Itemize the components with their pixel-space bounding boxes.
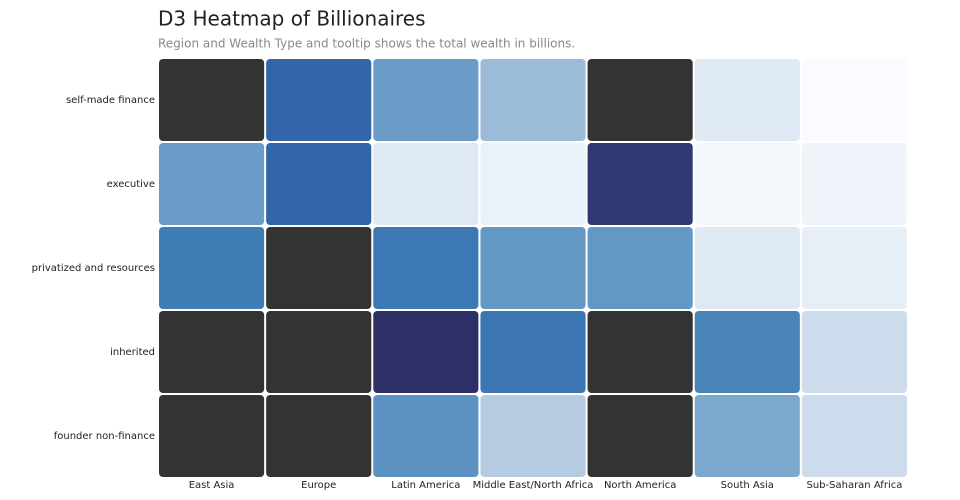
y-tick-label: inherited: [110, 347, 155, 358]
heatmap-cell[interactable]: [159, 143, 265, 225]
x-tick-label: Sub-Saharan Africa: [806, 480, 902, 491]
heatmap-cell[interactable]: [587, 395, 693, 477]
heatmap-cell[interactable]: [587, 311, 693, 393]
heatmap-cell[interactable]: [266, 143, 372, 225]
heatmap-cell[interactable]: [373, 311, 479, 393]
heatmap-cell[interactable]: [373, 395, 479, 477]
chart-subtitle: Region and Wealth Type and tooltip shows…: [158, 37, 575, 51]
heatmap-cell[interactable]: [159, 227, 265, 309]
heatmap-cell[interactable]: [587, 227, 693, 309]
heatmap-cell[interactable]: [587, 59, 693, 141]
heatmap-cell[interactable]: [801, 227, 907, 309]
heatmap-cell[interactable]: [266, 59, 372, 141]
heatmap-cell[interactable]: [587, 143, 693, 225]
y-tick-label: founder non-finance: [54, 431, 155, 442]
heatmap-cell[interactable]: [694, 311, 800, 393]
y-tick-label: privatized and resources: [32, 263, 155, 274]
heatmap-cell[interactable]: [694, 395, 800, 477]
heatmap-cell[interactable]: [373, 59, 479, 141]
heatmap-cell[interactable]: [159, 395, 265, 477]
y-tick-label: executive: [107, 179, 155, 190]
chart-title: D3 Heatmap of Billionaires: [158, 7, 426, 31]
y-tick-label: self-made finance: [66, 95, 155, 106]
heatmap-cell[interactable]: [159, 311, 265, 393]
x-tick-label: North America: [604, 480, 676, 491]
x-tick-label: Latin America: [391, 480, 460, 491]
x-tick-label: East Asia: [189, 480, 235, 491]
x-tick-label: Middle East/North Africa: [473, 480, 594, 491]
heatmap-cell[interactable]: [694, 59, 800, 141]
heatmap-cell[interactable]: [801, 59, 907, 141]
heatmap-cell[interactable]: [266, 311, 372, 393]
heatmap-cell[interactable]: [373, 143, 479, 225]
heatmap-cell[interactable]: [480, 59, 586, 141]
heatmap-cell[interactable]: [801, 395, 907, 477]
heatmap-cell[interactable]: [266, 395, 372, 477]
heatmap-cell[interactable]: [801, 143, 907, 225]
heatmap-cell[interactable]: [801, 311, 907, 393]
heatmap-cell[interactable]: [480, 311, 586, 393]
heatmap-cell[interactable]: [373, 227, 479, 309]
x-tick-label: Europe: [301, 480, 336, 491]
heatmap-cell[interactable]: [480, 143, 586, 225]
heatmap-cell[interactable]: [159, 59, 265, 141]
heatmap-cell[interactable]: [694, 227, 800, 309]
heatmap-cell[interactable]: [480, 227, 586, 309]
heatmap-cell[interactable]: [694, 143, 800, 225]
heatmap-cell[interactable]: [480, 395, 586, 477]
heatmap-cell[interactable]: [266, 227, 372, 309]
x-tick-label: South Asia: [721, 480, 774, 491]
